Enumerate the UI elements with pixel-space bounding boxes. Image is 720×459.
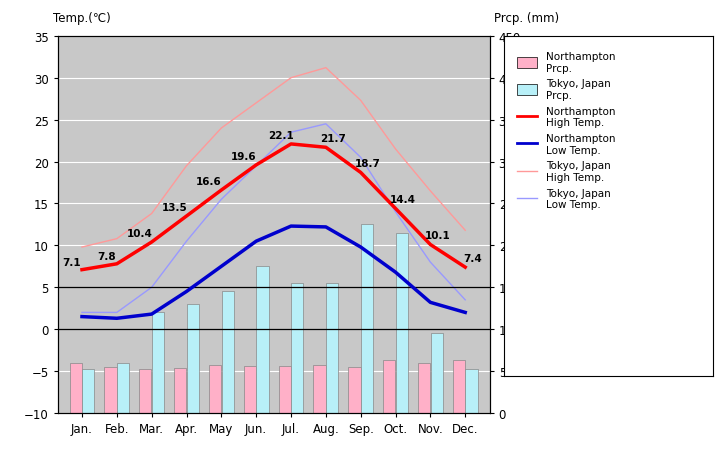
Bar	[139, 369, 151, 413]
Text: 21.7: 21.7	[320, 134, 346, 144]
Bar	[465, 369, 477, 413]
Bar	[70, 363, 82, 413]
Bar	[396, 233, 408, 413]
Text: 10.1: 10.1	[425, 231, 450, 241]
Text: 22.1: 22.1	[268, 130, 294, 140]
Bar	[431, 334, 443, 413]
Bar	[104, 367, 117, 413]
Text: 18.7: 18.7	[355, 159, 381, 169]
Text: 16.6: 16.6	[197, 176, 222, 186]
Text: 7.1: 7.1	[62, 257, 81, 268]
Bar	[256, 267, 269, 413]
Bar	[291, 284, 303, 413]
Bar	[279, 366, 291, 413]
Bar	[152, 313, 164, 413]
Legend: Northampton
Prcp., Tokyo, Japan
Prcp., Northampton
High Temp., Northampton
Low T: Northampton Prcp., Tokyo, Japan Prcp., N…	[513, 49, 618, 213]
Bar	[174, 368, 186, 413]
Bar	[348, 367, 361, 413]
Text: Temp.(℃): Temp.(℃)	[53, 12, 111, 25]
Bar	[186, 304, 199, 413]
Bar	[82, 369, 94, 413]
Text: 7.8: 7.8	[97, 252, 116, 262]
Bar	[361, 225, 373, 413]
Bar	[222, 292, 234, 413]
Bar	[418, 363, 431, 413]
Text: 7.4: 7.4	[463, 253, 482, 263]
Bar	[383, 360, 395, 413]
Bar	[326, 284, 338, 413]
Text: 13.5: 13.5	[161, 202, 187, 213]
Text: 19.6: 19.6	[231, 151, 257, 162]
Bar	[453, 360, 465, 413]
Text: Prcp. (mm): Prcp. (mm)	[494, 12, 559, 25]
Text: 10.4: 10.4	[127, 228, 153, 238]
Text: 14.4: 14.4	[390, 195, 415, 205]
Bar	[209, 365, 221, 413]
Bar	[244, 366, 256, 413]
Bar	[313, 365, 325, 413]
Bar	[117, 363, 129, 413]
